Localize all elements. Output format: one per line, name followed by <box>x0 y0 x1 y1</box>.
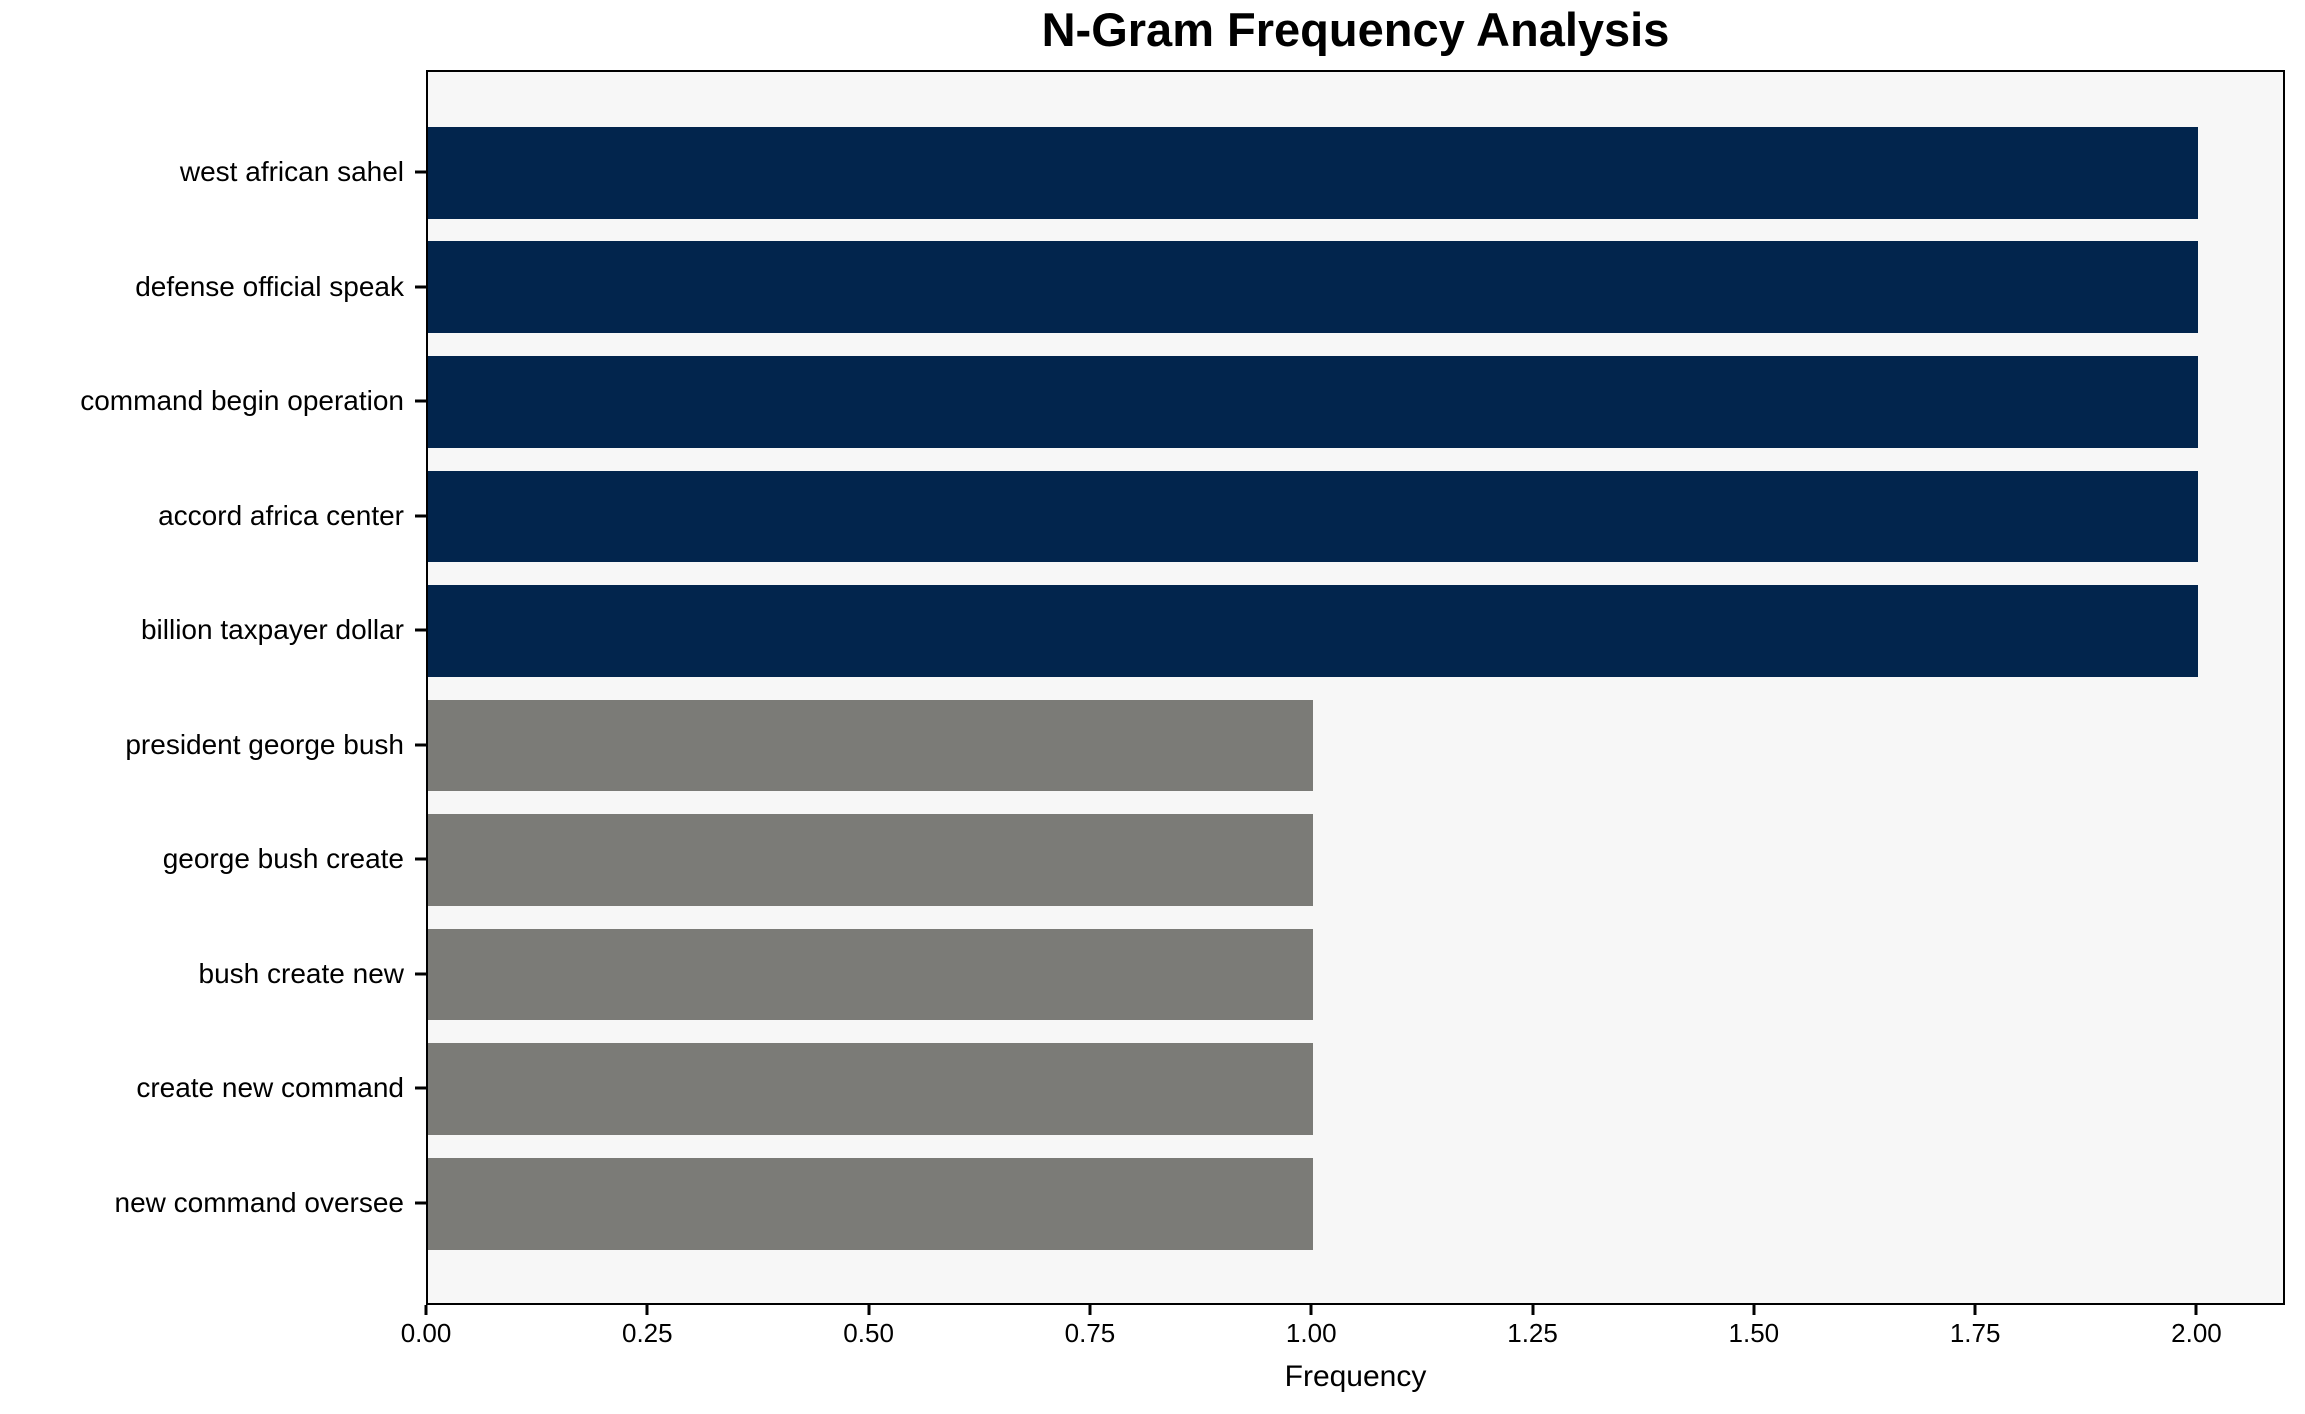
plot-area <box>426 70 2285 1305</box>
y-axis-tick <box>415 170 426 174</box>
bar-george-bush-create <box>428 814 1314 906</box>
y-axis-tick <box>415 857 426 861</box>
y-axis-label: george bush create <box>162 843 404 875</box>
bar-command-begin-operation <box>428 356 2199 448</box>
y-axis-tick <box>415 628 426 632</box>
bar-new-command-oversee <box>428 1157 1314 1250</box>
y-axis-label: bush create new <box>198 957 404 989</box>
bar-accord-africa-center <box>428 470 2199 563</box>
y-axis-label: billion taxpayer dollar <box>140 614 404 646</box>
y-axis-tick <box>415 1201 426 1205</box>
y-axis-label: defense official speak <box>135 270 404 302</box>
x-axis-tick-label: 1.00 <box>1285 1318 1337 1348</box>
x-axis-tick-label: 1.50 <box>1728 1318 1780 1348</box>
y-axis-label: president george bush <box>125 728 404 760</box>
y-axis-tick <box>415 743 426 747</box>
y-axis-tick <box>415 1086 426 1090</box>
y-axis-tick <box>415 972 426 976</box>
bar-president-george-bush <box>428 699 1314 792</box>
x-axis-tick <box>424 1305 428 1315</box>
x-axis-title: Frequency <box>1284 1360 1427 1393</box>
x-axis-tick-label: 1.25 <box>1507 1318 1558 1348</box>
x-axis-tick <box>867 1305 871 1315</box>
bar-billion-taxpayer-dollar <box>428 585 2199 677</box>
x-axis-tick <box>1088 1305 1092 1315</box>
x-axis-tick-label: 2.00 <box>2171 1318 2222 1348</box>
y-axis-label: west african sahel <box>179 155 404 187</box>
bar-defense-official-speak <box>428 241 2199 334</box>
x-axis-tick-label: 0.50 <box>843 1318 894 1348</box>
x-axis-tick-label: 0.00 <box>400 1318 452 1348</box>
x-axis-tick-label: 0.75 <box>1064 1318 1116 1348</box>
bar-create-new-command <box>428 1043 1314 1136</box>
x-axis-tick <box>2194 1305 2198 1315</box>
y-axis-label: command begin operation <box>80 385 404 417</box>
y-axis-label: new command oversee <box>114 1187 404 1219</box>
bar-west-african-sahel <box>428 126 2199 219</box>
x-axis-tick <box>1973 1305 1977 1315</box>
y-axis-tick <box>415 285 426 289</box>
y-axis-label: accord africa center <box>158 499 404 531</box>
y-axis-label: create new command <box>136 1072 404 1104</box>
bar-bush-create-new <box>428 928 1314 1021</box>
x-axis-tick <box>1309 1305 1313 1315</box>
x-axis-tick <box>1531 1305 1535 1315</box>
x-axis-tick <box>645 1305 649 1315</box>
y-axis-tick <box>415 514 426 518</box>
x-axis-tick <box>1752 1305 1756 1315</box>
x-axis-tick-label: 1.75 <box>1949 1318 2001 1348</box>
x-axis-tick-label: 0.25 <box>621 1318 673 1348</box>
chart-title: N-Gram Frequency Analysis <box>1041 3 1670 56</box>
y-axis-tick <box>415 399 426 403</box>
